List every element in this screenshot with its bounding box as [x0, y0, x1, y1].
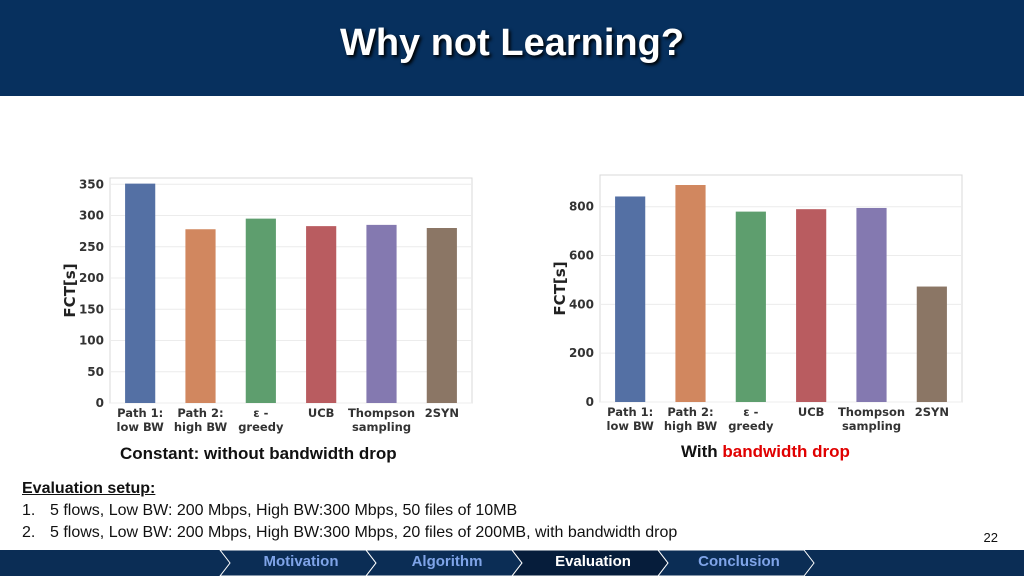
x-tick-label: UCB [798, 405, 825, 419]
y-tick-label: 100 [79, 334, 104, 348]
x-tick-label: ε - [743, 405, 758, 419]
chart-svg: 0 50 100 150 200 250 300 350 FCT[s] Path 1:low BW… [61, 177, 473, 434]
section-nav-arrows [219, 550, 815, 576]
y-axis-label: FCT[s] [61, 263, 79, 317]
bar [615, 196, 646, 402]
y-tick-label: 250 [79, 240, 104, 254]
chart-caption-constant: Constant: without bandwidth drop [120, 444, 397, 463]
y-tick-label: 50 [87, 365, 104, 379]
x-tick-label: Thompson [348, 406, 415, 420]
bar [796, 209, 827, 402]
y-tick-label: 600 [569, 249, 594, 263]
bar [856, 207, 887, 402]
y-tick-label: 400 [569, 297, 594, 311]
setup-item: 1. 5 flows, Low BW: 200 Mbps, High BW:300… [22, 500, 922, 522]
chart-svg: 0 200 400 600 800 FCT[s] Path 1:low BW Path 2:h… [551, 174, 963, 433]
setup-item-number: 2. [22, 524, 36, 541]
setup-item-number: 1. [22, 502, 36, 519]
chart-caption-bandwidth-drop: With bandwidth drop [681, 442, 850, 462]
x-tick-label: ε - [253, 406, 268, 420]
y-tick-label: 150 [79, 302, 104, 316]
y-axis-label: FCT[s] [551, 261, 569, 315]
x-tick-label: Path 2: [177, 406, 223, 420]
x-tick-label: sampling [842, 419, 901, 433]
bar [735, 211, 766, 402]
nav-arrow [365, 550, 523, 576]
x-tick-label: high BW [174, 420, 228, 434]
y-tick-label: 0 [586, 395, 594, 409]
x-tick-label: UCB [308, 406, 335, 420]
y-tick-label: 200 [569, 346, 594, 360]
caption-highlight: bandwidth drop [722, 442, 850, 461]
y-tick-label: 350 [79, 177, 104, 191]
x-tick-label: low BW [117, 420, 165, 434]
x-tick-label: greedy [238, 420, 284, 434]
page-number: 22 [983, 530, 998, 545]
bar [125, 183, 156, 403]
bar [675, 185, 706, 402]
nav-item-algorithm[interactable]: Algorithm [411, 553, 483, 570]
slide-title: Why not Learning? [339, 22, 685, 64]
setup-item: 2. 5 flows, Low BW: 200 Mbps, High BW:300… [22, 522, 922, 544]
nav-arrow [219, 550, 377, 576]
x-tick-label: sampling [352, 420, 411, 434]
x-tick-label: low BW [607, 419, 655, 433]
bar [366, 224, 397, 403]
x-tick-label: Path 1: [117, 406, 163, 420]
bar [306, 226, 337, 403]
nav-item-motivation[interactable]: Motivation [263, 553, 339, 570]
x-tick-label: Path 2: [667, 405, 713, 419]
y-tick-label: 800 [569, 200, 594, 214]
nav-item-evaluation[interactable]: Evaluation [555, 553, 631, 570]
x-tick-label: high BW [664, 419, 718, 433]
caption-prefix: With [681, 442, 718, 461]
x-tick-label: Path 1: [607, 405, 653, 419]
bar [185, 229, 216, 403]
bar [245, 218, 276, 403]
nav-arrow [657, 550, 815, 576]
setup-item-text: 5 flows, Low BW: 200 Mbps, High BW:300 M… [50, 502, 518, 519]
bar [916, 286, 947, 402]
plot-area [109, 177, 473, 404]
plot-area [599, 174, 963, 403]
setup-item-text: 5 flows, Low BW: 200 Mbps, High BW:300 M… [50, 524, 678, 541]
fct-chart-bandwidth-drop: 0 200 400 600 800 FCT[s] Path 1: low BW Path 2: h… [550, 172, 970, 437]
y-tick-label: 200 [79, 271, 104, 285]
title-bar: Why not Learning? [0, 0, 1024, 96]
x-tick-label: greedy [728, 419, 774, 433]
y-tick-label: 0 [96, 396, 104, 410]
x-tick-label: 2SYN [915, 405, 949, 419]
nav-arrow [511, 550, 669, 576]
bar [426, 228, 457, 403]
setup-title: Evaluation setup: [22, 480, 156, 497]
fct-chart-constant: 0 50 100 150 200 250 300 350 FCT[s] Path 1: low BW… [60, 175, 480, 437]
x-tick-label: 2SYN [425, 406, 459, 420]
evaluation-setup: Evaluation setup: 1. 5 flows, Low BW: 200… [22, 478, 922, 544]
nav-item-conclusion[interactable]: Conclusion [698, 553, 780, 570]
x-tick-label: Thompson [838, 405, 905, 419]
y-tick-label: 300 [79, 209, 104, 223]
